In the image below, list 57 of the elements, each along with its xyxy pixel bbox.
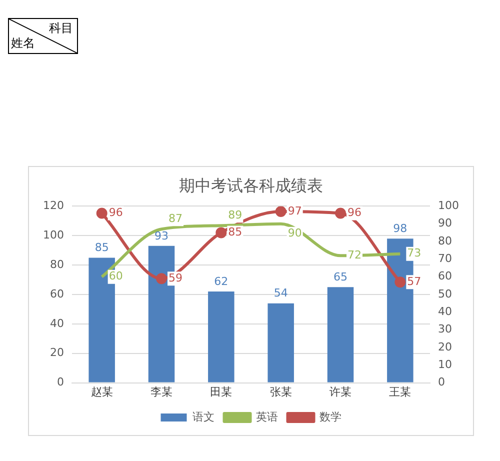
y-tick-label: 0 <box>56 376 64 389</box>
y2-tick-label: 60 <box>438 270 452 283</box>
y2-tick-label: 70 <box>438 252 452 266</box>
legend-label: 语文 <box>192 410 214 424</box>
point <box>216 227 227 238</box>
y-tick-label: 20 <box>50 346 64 360</box>
data-label: 85 <box>228 226 242 239</box>
bar <box>268 303 294 382</box>
data-label: 72 <box>348 248 362 262</box>
data-label: 90 <box>288 226 302 240</box>
data-label: 93 <box>154 229 168 242</box>
y2-tick-label: 90 <box>438 216 452 230</box>
data-label: 57 <box>407 274 422 288</box>
point <box>156 273 167 284</box>
y-tick-label: 100 <box>42 228 64 242</box>
data-label: 65 <box>334 270 348 284</box>
y2-tick-label: 10 <box>438 358 452 371</box>
data-label: 73 <box>407 246 422 260</box>
legend-label: 数学 <box>319 410 342 424</box>
text: 姓名 <box>11 35 35 52</box>
x-tick-label: 李某 <box>150 385 172 398</box>
y2-tick-label: 50 <box>438 287 452 300</box>
x-tick-label: 张某 <box>270 385 292 398</box>
bar <box>327 287 354 382</box>
data-label: 59 <box>168 271 182 284</box>
data-label: 89 <box>228 208 242 222</box>
legend-label: 英语 <box>256 410 278 424</box>
bar <box>208 292 234 382</box>
y2-tick-label: 40 <box>438 305 452 318</box>
x-tick-label: 赵某 <box>90 385 113 398</box>
data-label: 85 <box>94 241 109 254</box>
x-tick-label: 许某 <box>330 385 352 398</box>
point <box>335 208 346 219</box>
point <box>96 208 108 219</box>
data-label: 96 <box>348 206 362 220</box>
data-label: 98 <box>393 222 408 235</box>
y2-tick-label: 100 <box>438 199 460 212</box>
y2-tick-label: 20 <box>438 340 452 354</box>
chart-title: 期中考试各科成绩表 <box>179 176 323 195</box>
data-label: 62 <box>214 274 228 288</box>
text: 科目 <box>49 20 73 37</box>
y2-tick-label: 30 <box>438 322 452 336</box>
x-tick-label: 田某 <box>210 385 232 398</box>
data-label: 96 <box>108 206 123 220</box>
x-tick-label: 王某 <box>389 385 412 398</box>
y2-tick-label: 0 <box>438 376 446 389</box>
data-label: 54 <box>274 286 288 300</box>
data-label: 97 <box>288 204 302 218</box>
point <box>275 206 286 217</box>
data-label: 60 <box>108 270 123 283</box>
y-tick-label: 80 <box>50 258 64 271</box>
y2-tick-label: 80 <box>438 234 452 248</box>
y-tick-label: 60 <box>50 287 64 300</box>
data-label: 87 <box>168 212 182 226</box>
y-tick-label: 40 <box>50 316 64 330</box>
y-tick-label: 120 <box>42 199 64 212</box>
point <box>394 276 406 288</box>
